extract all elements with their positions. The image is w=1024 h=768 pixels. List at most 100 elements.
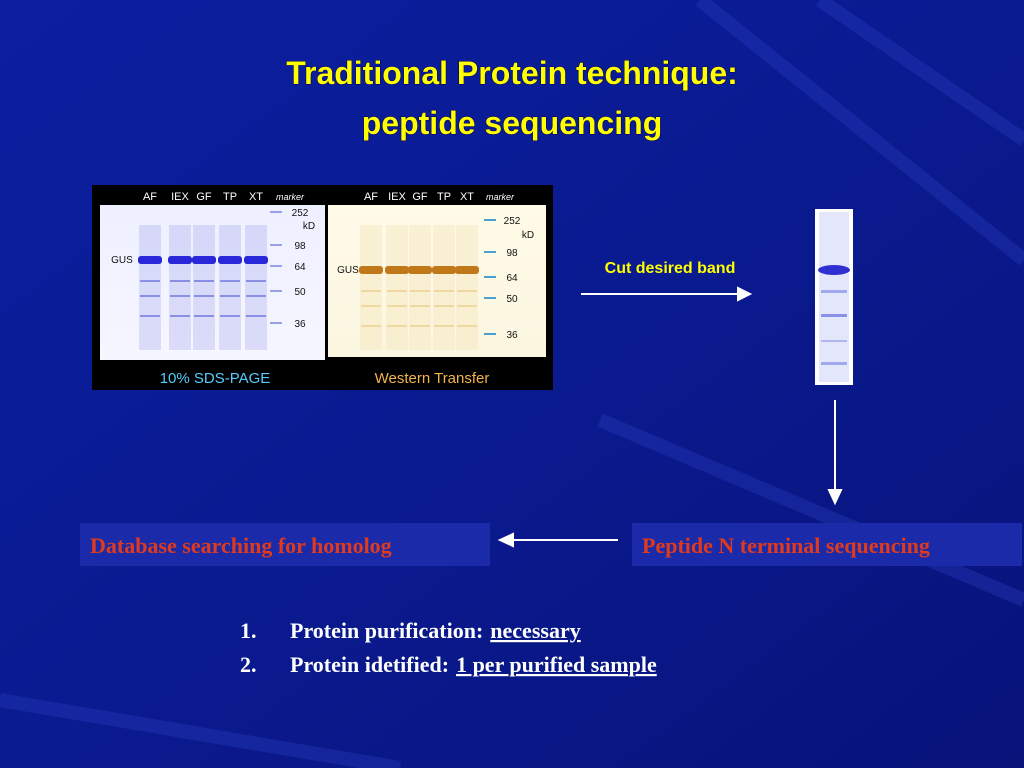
faint-band — [140, 315, 160, 317]
band — [408, 266, 432, 274]
lane-label: XT — [249, 191, 263, 203]
faint-band — [410, 305, 430, 307]
lane — [456, 225, 478, 350]
lane — [386, 225, 408, 350]
band — [359, 266, 383, 274]
faint-band — [220, 315, 240, 317]
lane-label: IEX — [171, 191, 189, 203]
step-box — [80, 523, 490, 566]
faint-band — [170, 315, 190, 317]
summary-list: 1. Protein purification: necessary 2. Pro… — [240, 618, 657, 677]
band — [244, 256, 268, 264]
marker-band — [270, 265, 282, 267]
faint-band — [361, 325, 381, 327]
cut-label: Cut desired band — [605, 260, 736, 277]
band — [192, 256, 216, 264]
lane-label: TP — [437, 191, 451, 203]
marker-band — [484, 251, 496, 253]
lane-label: XT — [460, 191, 474, 203]
faint-band — [457, 305, 477, 307]
band-label: GUS — [337, 265, 359, 276]
marker-band — [270, 244, 282, 246]
lane-label: AF — [143, 191, 157, 203]
gel-panel — [100, 205, 325, 360]
marker-band — [484, 276, 496, 278]
excised-strip — [815, 209, 853, 385]
faint-band — [220, 280, 240, 282]
lane — [169, 225, 191, 350]
faint-band — [457, 325, 477, 327]
faint-band — [194, 295, 214, 297]
title: Traditional Protein technique: peptide s… — [286, 55, 739, 142]
faint-band — [410, 290, 430, 292]
lane-label: GF — [412, 191, 428, 203]
faint-band — [170, 280, 190, 282]
lane — [409, 225, 431, 350]
marker-band — [270, 322, 282, 324]
faint-band — [361, 290, 381, 292]
faint-band — [220, 295, 240, 297]
item-value: necessary — [490, 618, 580, 643]
band — [455, 266, 479, 274]
list-item: Protein purification: necessary — [290, 618, 581, 643]
marker-size: 50 — [506, 294, 518, 305]
faint-band — [194, 315, 214, 317]
lane-label: IEX — [388, 191, 406, 203]
marker-label: marker — [276, 192, 305, 202]
list-number: 1. — [240, 618, 257, 643]
lane — [360, 225, 382, 350]
marker-size: 252 — [504, 216, 521, 227]
marker-size: kD — [522, 230, 534, 241]
marker-band — [484, 297, 496, 299]
faint-band — [457, 290, 477, 292]
marker-size: 98 — [294, 241, 306, 252]
faint-band — [387, 325, 407, 327]
faint-band — [361, 305, 381, 307]
gel-caption: Western Transfer — [375, 370, 490, 387]
title-line: Traditional Protein technique: — [286, 55, 738, 91]
marker-band — [484, 219, 496, 221]
lane — [433, 225, 455, 350]
step-box — [632, 523, 1022, 566]
band — [218, 256, 242, 264]
marker-size: 252 — [292, 208, 309, 219]
lane — [139, 225, 161, 350]
marker-size: 64 — [294, 262, 306, 273]
marker-band — [270, 290, 282, 292]
lane-label: TP — [223, 191, 237, 203]
faint-band — [434, 290, 454, 292]
marker-size: kD — [303, 221, 315, 232]
gel-caption: 10% SDS-PAGE — [160, 370, 271, 387]
marker-size: 36 — [506, 330, 518, 341]
marker-size: 36 — [294, 319, 306, 330]
faint-band — [170, 295, 190, 297]
marker-band — [270, 211, 282, 213]
faint-band — [434, 305, 454, 307]
arrows — [497, 286, 843, 548]
marker-size: 50 — [294, 287, 306, 298]
lane — [193, 225, 215, 350]
faint-band — [140, 295, 160, 297]
item-label: Protein idetified: — [290, 652, 449, 677]
item-label: Protein purification: — [290, 618, 483, 643]
faint-band — [194, 280, 214, 282]
lane-label: GF — [196, 191, 212, 203]
marker-size: 64 — [506, 273, 518, 284]
band — [138, 256, 162, 264]
faint-band — [434, 325, 454, 327]
lane — [245, 225, 267, 350]
faint-band — [140, 280, 160, 282]
list-number: 2. — [240, 652, 257, 677]
band — [432, 266, 456, 274]
band — [168, 256, 192, 264]
marker-size: 98 — [506, 248, 518, 259]
faint-band — [246, 315, 266, 317]
faint-band — [387, 290, 407, 292]
marker-band — [484, 333, 496, 335]
faint-band — [246, 280, 266, 282]
band — [385, 266, 409, 274]
item-value: 1 per purified sample — [456, 652, 657, 677]
